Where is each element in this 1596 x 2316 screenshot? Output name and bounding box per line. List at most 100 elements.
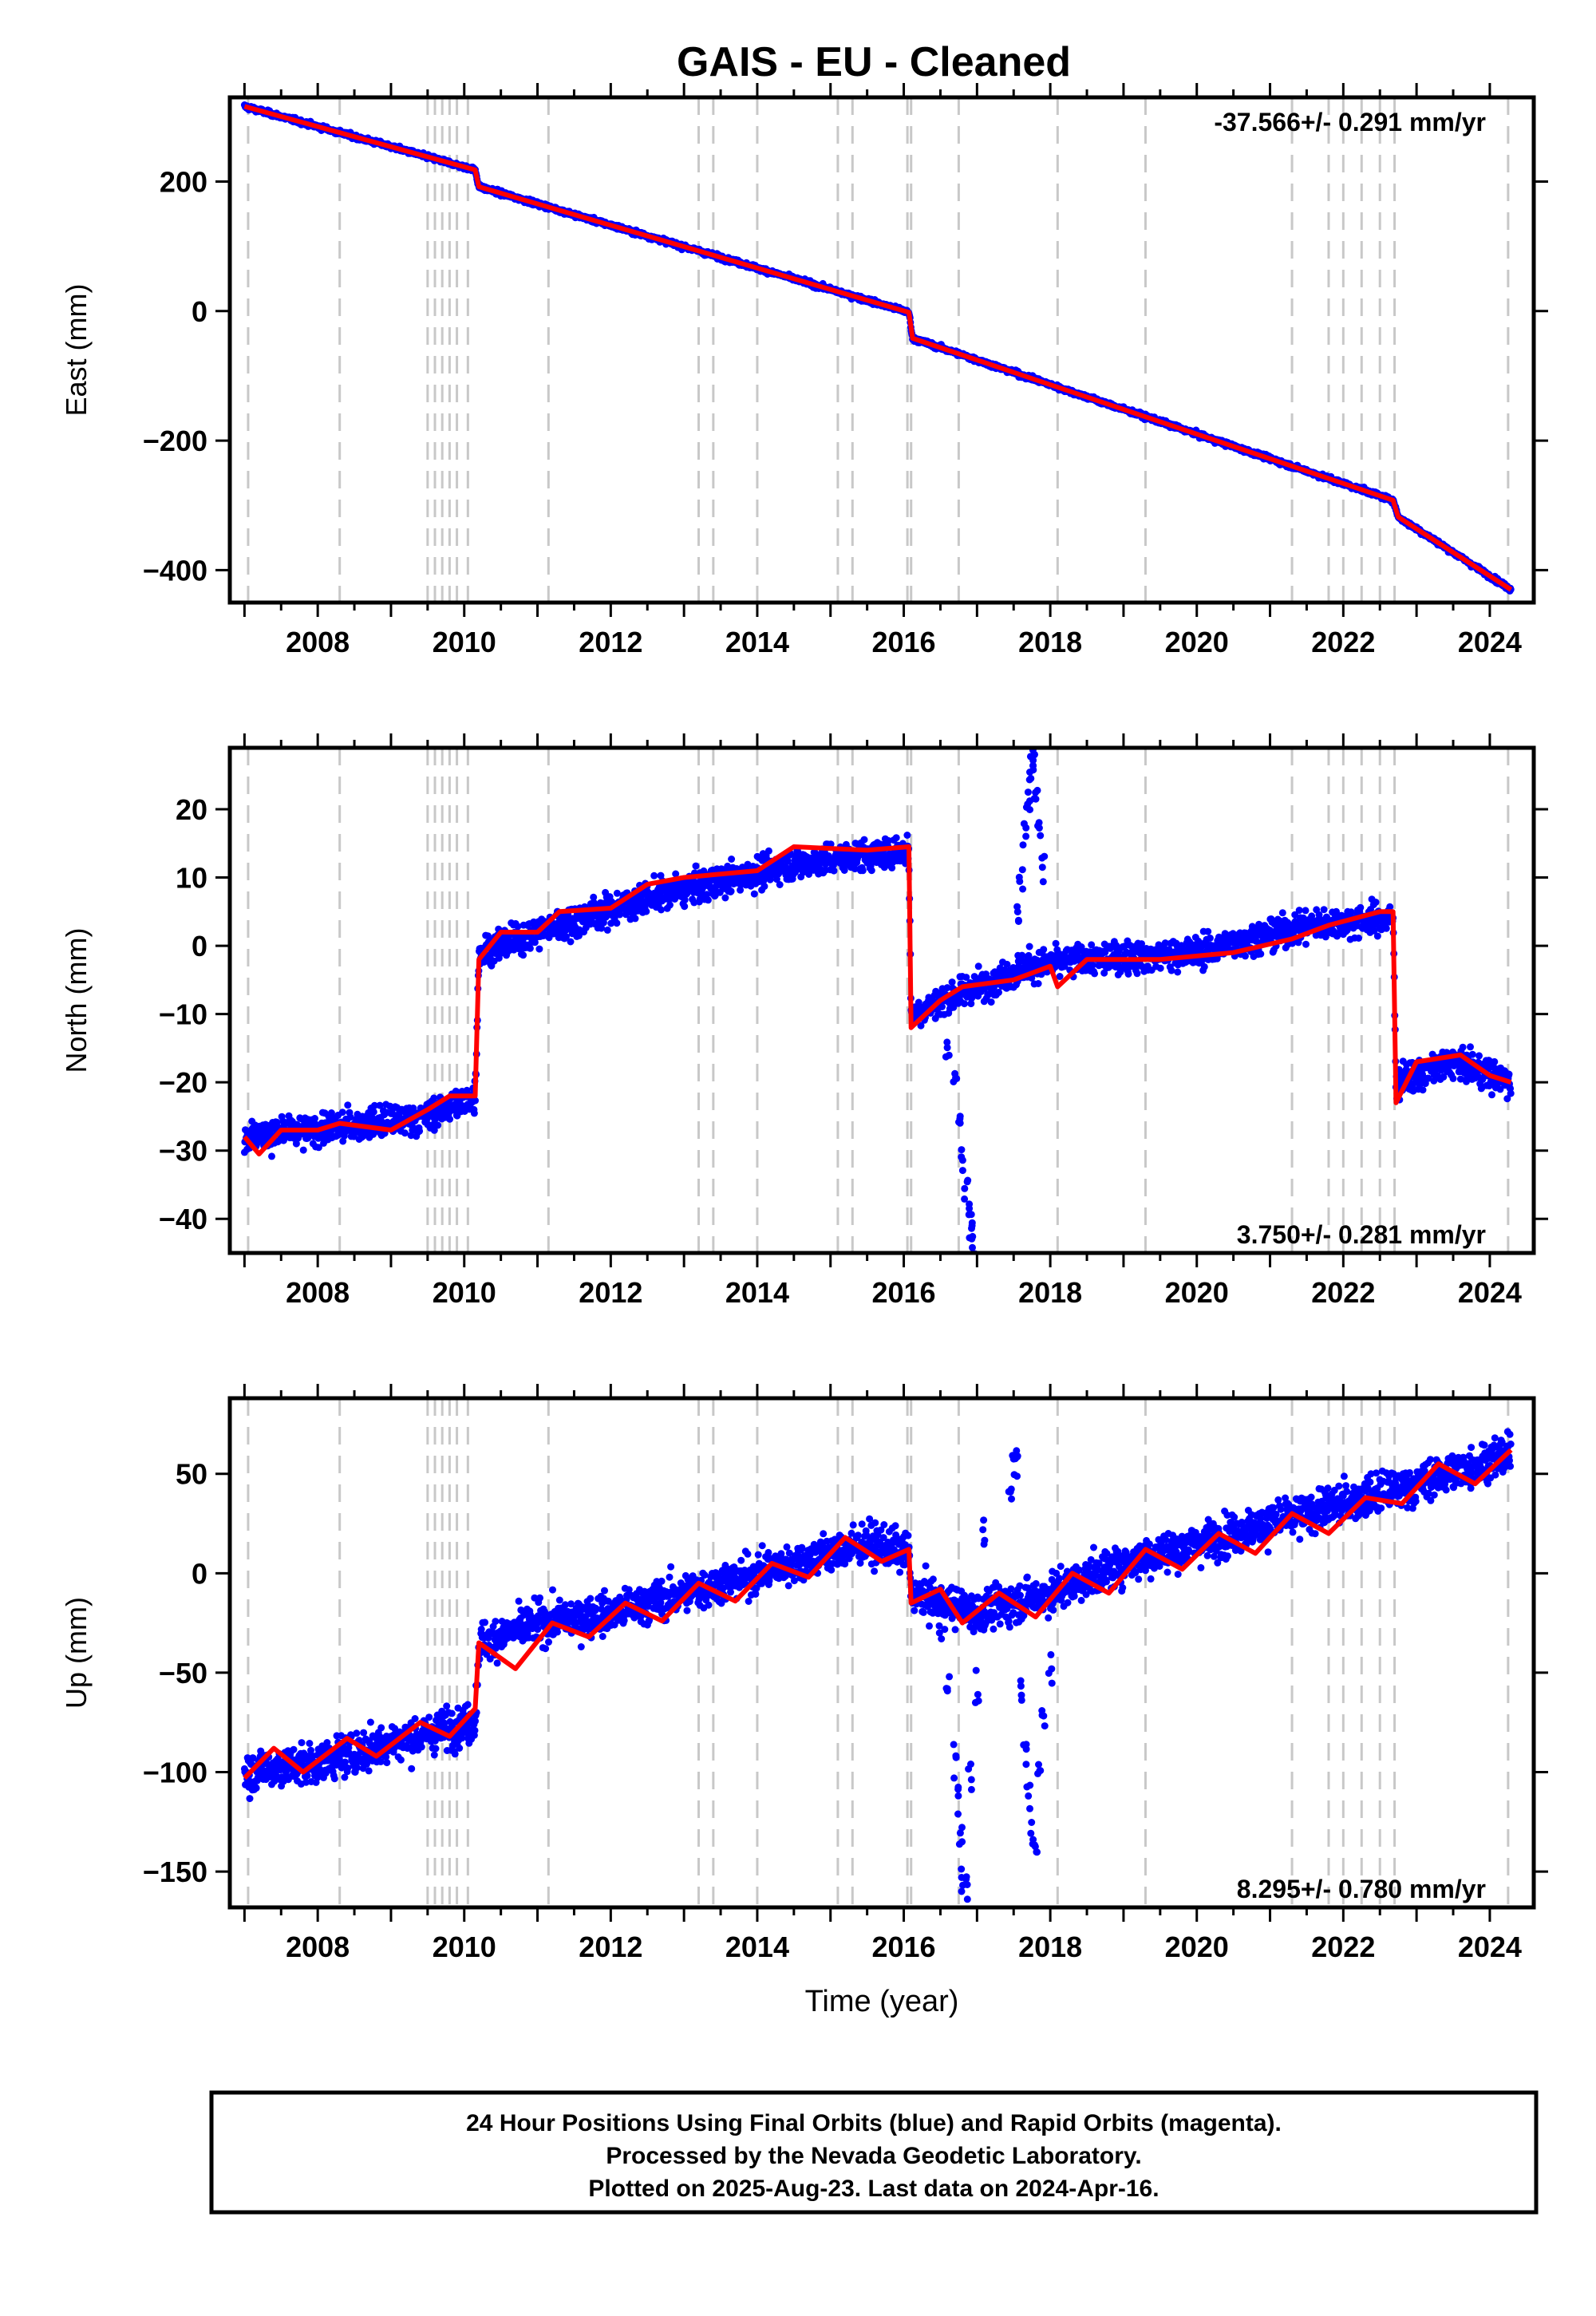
data-point [370, 1101, 378, 1109]
data-point [575, 931, 583, 939]
data-point [917, 1022, 925, 1030]
data-point [598, 924, 606, 932]
y-tick-label: −200 [143, 425, 207, 457]
data-point [721, 894, 729, 902]
data-point [666, 901, 674, 909]
data-point [692, 862, 700, 870]
data-point [376, 1101, 384, 1109]
data-point [704, 896, 712, 904]
data-point [401, 1129, 409, 1137]
chart-title: GAIS - EU - Cleaned [677, 39, 1071, 85]
x-tick-label: 2024 [1458, 626, 1522, 658]
y-axis-label: East (mm) [60, 284, 93, 417]
data-point [967, 1000, 975, 1008]
data-point [446, 1115, 454, 1123]
data-point [1056, 973, 1064, 980]
data-point [409, 1105, 417, 1112]
data-point [690, 899, 698, 907]
data-point [892, 834, 900, 842]
data-point [830, 867, 838, 875]
data-series-daily [240, 748, 1515, 1253]
data-point [603, 926, 611, 934]
data-point [344, 1101, 352, 1109]
data-point [567, 938, 575, 946]
data-point [737, 886, 745, 894]
data-point [1025, 943, 1033, 951]
data-point [784, 857, 792, 865]
data-point [311, 1115, 318, 1122]
data-point [961, 1000, 968, 1008]
data-point [1052, 939, 1060, 947]
data-point [987, 998, 995, 1006]
data-point [1034, 980, 1042, 987]
data-point [1091, 970, 1099, 978]
data-point [903, 832, 911, 839]
data-point [776, 881, 784, 888]
x-tick-label: 2020 [1165, 626, 1229, 658]
y-tick-label: 200 [160, 166, 207, 199]
data-point [859, 867, 867, 875]
data-point [948, 978, 956, 986]
data-point [962, 974, 970, 982]
data-point [888, 864, 896, 871]
data-point [346, 1113, 354, 1121]
data-point [867, 867, 875, 875]
data-point [974, 962, 982, 970]
data-point [943, 984, 951, 992]
data-point [430, 1126, 438, 1134]
x-tick-label: 2010 [433, 626, 496, 658]
data-point [599, 919, 607, 927]
data-point [672, 870, 680, 878]
data-point [766, 875, 774, 883]
data-point [642, 907, 650, 915]
x-tick-label: 2022 [1311, 626, 1375, 658]
data-point [268, 1152, 275, 1160]
model-fit-line [243, 104, 1513, 592]
data-point [1025, 951, 1033, 959]
data-point [840, 867, 848, 874]
data-point [369, 1108, 377, 1116]
plot-area [240, 97, 1515, 603]
data-series-daily [240, 101, 1515, 595]
data-point [860, 836, 868, 844]
data-point [1088, 941, 1096, 949]
x-tick-label: 2018 [1018, 626, 1082, 658]
data-point [650, 871, 658, 879]
data-point [658, 906, 665, 914]
data-point [292, 1140, 300, 1148]
data-point [535, 945, 543, 953]
data-point [434, 1121, 442, 1129]
data-point [299, 1146, 307, 1154]
data-point [981, 985, 989, 993]
panel-north: 2008 2010 2012 2014 2016 2018 2020 2022 2024−40−… [60, 733, 1548, 1309]
data-point [416, 1127, 424, 1135]
data-point [273, 1118, 281, 1126]
data-point [590, 893, 598, 901]
data-point [760, 883, 768, 891]
data-point [631, 915, 639, 923]
plot-frame [227, 95, 1536, 605]
data-point [314, 1144, 322, 1152]
data-point [1040, 946, 1048, 954]
data-point [681, 903, 689, 911]
x-tick-label: 2014 [725, 626, 789, 658]
data-point [519, 951, 527, 959]
data-point [884, 836, 892, 844]
x-tick-label: 2008 [286, 626, 350, 658]
data-point [727, 887, 735, 895]
data-point [613, 889, 621, 897]
data-point [430, 1094, 438, 1102]
data-point [750, 890, 758, 898]
y-tick-label: −400 [143, 554, 207, 587]
data-point [995, 988, 1002, 996]
data-point [1003, 960, 1011, 968]
data-point [1018, 951, 1026, 959]
data-point [681, 896, 689, 904]
data-point [526, 944, 534, 952]
y-tick-label: 0 [192, 295, 207, 328]
x-tick-label: 2012 [579, 626, 642, 658]
x-tick-label: 2016 [871, 626, 935, 658]
plot-area [240, 748, 1515, 1253]
data-point [327, 1109, 335, 1117]
data-point [827, 840, 835, 848]
